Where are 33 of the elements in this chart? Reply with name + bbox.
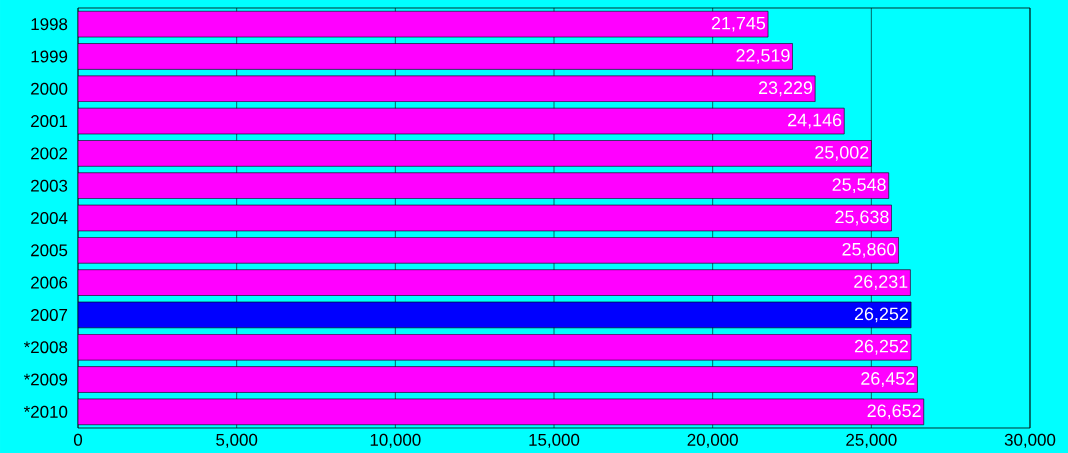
- x-tick-label: 30,000: [1004, 433, 1056, 448]
- y-tick-label: *2010: [23, 405, 68, 418]
- data-label: 23,229: [759, 81, 813, 96]
- x-tick-label: 0: [73, 433, 83, 446]
- data-label: 26,452: [861, 371, 915, 387]
- data-label: 21,745: [711, 16, 766, 32]
- y-tick-label: 2002: [31, 147, 68, 160]
- y-tick-label: 2001: [31, 114, 68, 127]
- data-label: 26,252: [854, 339, 908, 355]
- y-tick-label: 2003: [31, 179, 68, 192]
- data-label: 25,638: [835, 210, 889, 226]
- x-tick-label: 15,000: [529, 433, 580, 448]
- y-tick-label: 2006: [31, 276, 68, 289]
- data-label: 25,548: [832, 178, 886, 193]
- data-label: 26,231: [854, 274, 908, 290]
- data-label: 25,002: [815, 145, 869, 161]
- x-tick-label: 5,000: [216, 433, 258, 448]
- data-label: 22,519: [736, 48, 790, 64]
- x-tick-label: 25,000: [846, 433, 897, 448]
- y-tick-label: 1999: [31, 50, 68, 63]
- data-label: 26,252: [854, 307, 908, 323]
- y-tick-label: 2007: [31, 308, 68, 321]
- x-tick-label: 20,000: [687, 433, 738, 448]
- data-label: 24,146: [788, 113, 842, 129]
- y-tick-label: 2005: [31, 244, 68, 257]
- y-tick-label: *2009: [23, 373, 68, 386]
- y-tick-label: *2008: [23, 340, 68, 353]
- data-label: 26,652: [867, 404, 921, 420]
- x-tick-label: 10,000: [370, 433, 421, 448]
- y-tick-label: 1998: [31, 17, 68, 30]
- data-label: 25,860: [842, 242, 896, 258]
- y-tick-label: 2004: [31, 211, 68, 224]
- y-tick-label: 2000: [31, 82, 68, 95]
